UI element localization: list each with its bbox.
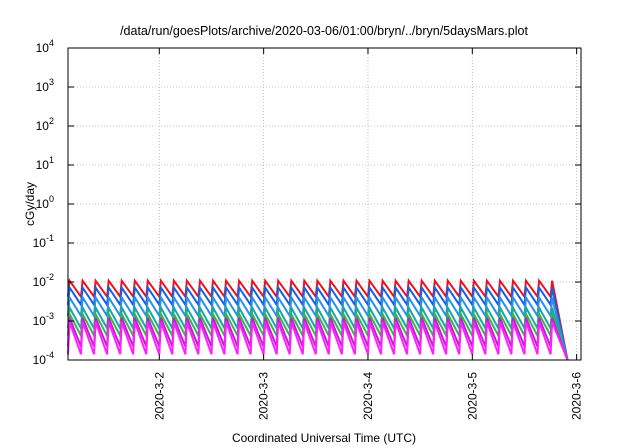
x-ticks: 2020-3-2 2020-3-3 2020-3-4 2020-3-5 2020-3-6 — [152, 48, 584, 420]
y-ticks: 10-4 10-3 10-2 10-1 100 101 102 103 104 — [33, 38, 581, 367]
series-layer — [67, 277, 569, 361]
y-tick-label: 10-1 — [33, 233, 54, 250]
chart-title: /data/run/goesPlots/archive/2020-03-06/0… — [120, 24, 528, 38]
x-axis-label: Coordinated Universal Time (UTC) — [232, 431, 416, 445]
y-tick-label: 104 — [36, 38, 54, 55]
x-tick-label: 2020-3-4 — [361, 372, 375, 420]
y-tick-label: 100 — [36, 194, 54, 211]
y-tick-label: 10-4 — [33, 350, 54, 367]
y-tick-label: 10-3 — [33, 311, 54, 328]
y-tick-label: 101 — [36, 155, 54, 172]
y-tick-label: 102 — [36, 116, 54, 133]
x-tick-label: 2020-3-5 — [465, 372, 479, 420]
series-line-7 — [67, 321, 569, 361]
x-tick-label: 2020-3-6 — [570, 372, 584, 420]
x-tick-label: 2020-3-3 — [257, 372, 271, 420]
y-tick-label: 10-2 — [33, 272, 54, 289]
y-axis-label: cGy/day — [23, 182, 37, 226]
y-tick-label: 103 — [36, 77, 54, 94]
x-tick-label: 2020-3-2 — [152, 372, 166, 420]
